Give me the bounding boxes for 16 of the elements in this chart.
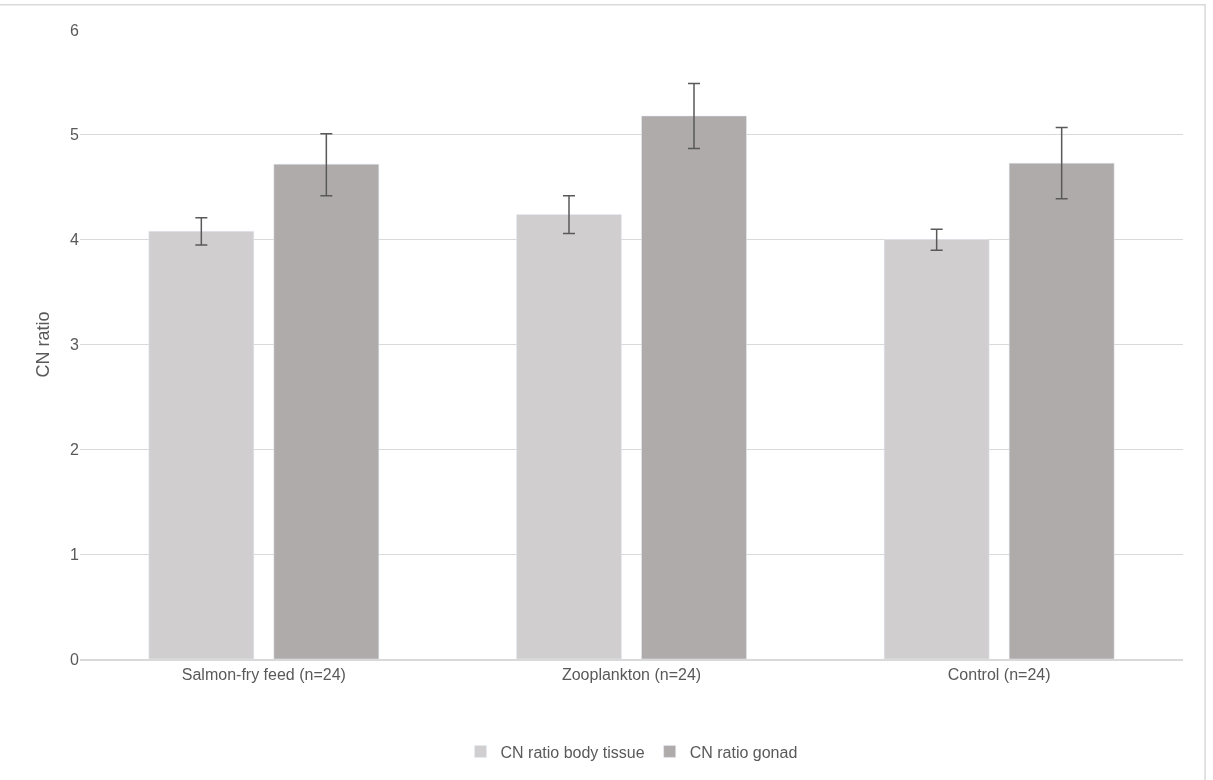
bar xyxy=(273,163,380,659)
x-tick-label: Control (n=24) xyxy=(947,665,1051,683)
y-tick-label: 4 xyxy=(70,231,80,249)
y-tick-label: 3 xyxy=(70,336,80,354)
y-tick-label: 1 xyxy=(70,545,80,563)
y-tick-label: 0 xyxy=(70,650,80,668)
legend-label: CN ratio body tissue xyxy=(500,743,645,761)
x-tick-label: Zooplankton (n=24) xyxy=(561,665,702,683)
bar xyxy=(641,115,747,659)
bar xyxy=(1008,162,1115,659)
legend-label: CN ratio gonad xyxy=(689,743,798,761)
y-tick-label: 2 xyxy=(70,440,80,458)
y-axis-title: CN ratio xyxy=(33,311,54,378)
y-tick-label: 6 xyxy=(70,21,80,39)
x-tick-label: Salmon-fry feed (n=24) xyxy=(181,665,346,683)
y-tick-label: 5 xyxy=(70,126,80,144)
